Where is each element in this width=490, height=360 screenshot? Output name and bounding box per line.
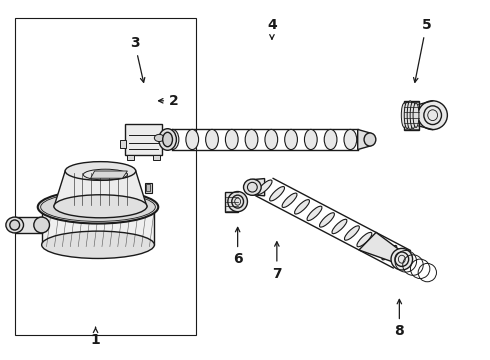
Text: 4: 4 [267, 18, 277, 39]
Ellipse shape [413, 103, 419, 127]
Bar [153, 155, 160, 160]
Ellipse shape [270, 186, 285, 201]
Ellipse shape [282, 193, 297, 207]
Ellipse shape [418, 101, 447, 130]
Ellipse shape [206, 130, 219, 150]
Ellipse shape [391, 248, 413, 270]
Ellipse shape [332, 219, 347, 234]
Ellipse shape [244, 179, 261, 195]
Ellipse shape [42, 231, 154, 258]
Ellipse shape [394, 252, 409, 266]
Ellipse shape [34, 217, 49, 233]
Bar [146, 184, 150, 191]
Bar [404, 101, 419, 130]
Ellipse shape [401, 103, 407, 127]
Ellipse shape [38, 190, 158, 224]
Ellipse shape [186, 130, 198, 150]
Bar [120, 140, 126, 148]
Ellipse shape [344, 130, 357, 150]
Polygon shape [42, 209, 154, 245]
Ellipse shape [410, 102, 416, 129]
Text: 7: 7 [272, 242, 282, 280]
Ellipse shape [65, 162, 136, 180]
Bar [127, 155, 134, 160]
Ellipse shape [357, 232, 372, 247]
Ellipse shape [369, 239, 384, 253]
Ellipse shape [344, 226, 359, 240]
Bar [15, 18, 196, 335]
Ellipse shape [407, 101, 413, 130]
Ellipse shape [245, 130, 258, 150]
Ellipse shape [6, 217, 24, 233]
Bar [225, 192, 238, 212]
Ellipse shape [382, 246, 397, 260]
Polygon shape [359, 233, 406, 264]
Polygon shape [358, 130, 370, 150]
Polygon shape [91, 171, 127, 178]
Ellipse shape [294, 200, 310, 214]
Ellipse shape [304, 130, 317, 150]
Ellipse shape [265, 130, 278, 150]
Ellipse shape [324, 130, 337, 150]
Bar [419, 104, 433, 126]
Ellipse shape [154, 134, 164, 141]
Text: 2: 2 [159, 94, 179, 108]
Ellipse shape [163, 132, 172, 147]
Text: 6: 6 [233, 228, 243, 266]
Polygon shape [54, 171, 147, 207]
Ellipse shape [228, 192, 247, 212]
Ellipse shape [319, 213, 334, 227]
Ellipse shape [54, 195, 147, 218]
Text: 1: 1 [91, 328, 100, 347]
Ellipse shape [159, 129, 176, 150]
Polygon shape [15, 217, 42, 233]
Text: 3: 3 [130, 36, 145, 82]
Ellipse shape [257, 180, 272, 194]
Bar [125, 124, 162, 155]
Ellipse shape [404, 102, 410, 129]
Text: 8: 8 [394, 300, 404, 338]
Bar [145, 183, 152, 193]
Ellipse shape [307, 206, 322, 221]
Polygon shape [252, 179, 265, 196]
Ellipse shape [10, 220, 20, 230]
Ellipse shape [285, 130, 297, 150]
Ellipse shape [225, 130, 238, 150]
Ellipse shape [166, 130, 179, 150]
Ellipse shape [364, 133, 376, 146]
Text: 5: 5 [414, 18, 431, 82]
Ellipse shape [42, 195, 154, 222]
